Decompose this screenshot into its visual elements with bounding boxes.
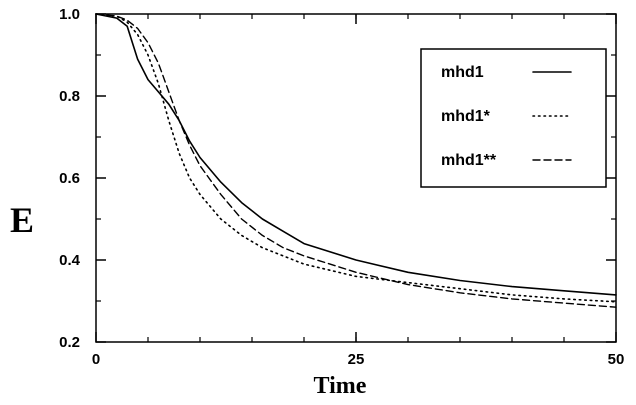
y-tick-label: 0.6	[59, 170, 80, 187]
legend-label: mhd1	[441, 64, 484, 81]
y-tick-label: 0.2	[59, 334, 80, 351]
series-line-1	[95, 13, 617, 296]
legend-label: mhd1*	[441, 108, 491, 125]
x-tick-label: 50	[608, 351, 625, 368]
legend-label: mhd1**	[441, 152, 497, 169]
y-tick-label: 0.8	[59, 88, 80, 105]
y-axis-title: E	[10, 200, 34, 240]
y-tick-label: 0.4	[59, 252, 81, 269]
series-line-2	[95, 13, 617, 303]
x-tick-label: 0	[92, 351, 100, 368]
series-line-3	[95, 13, 617, 308]
legend-box	[420, 48, 607, 188]
y-tick-label: 1.0	[59, 6, 80, 23]
x-tick-label: 25	[348, 351, 365, 368]
x-axis-title: Time	[314, 373, 367, 399]
